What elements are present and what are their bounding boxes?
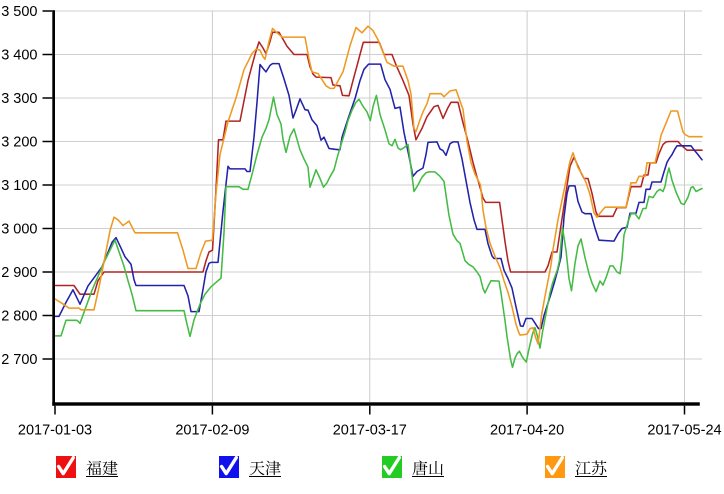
svg-text:2017-04-20: 2017-04-20 bbox=[490, 423, 564, 439]
svg-text:3 300: 3 300 bbox=[1, 91, 37, 107]
svg-text:3 500: 3 500 bbox=[1, 4, 37, 20]
svg-text:2017-05-24: 2017-05-24 bbox=[647, 423, 721, 439]
svg-text:2 800: 2 800 bbox=[1, 309, 37, 325]
svg-text:2017-03-17: 2017-03-17 bbox=[333, 423, 407, 439]
svg-text:2017-02-09: 2017-02-09 bbox=[175, 423, 249, 439]
svg-text:3 100: 3 100 bbox=[1, 178, 37, 194]
svg-text:3 000: 3 000 bbox=[1, 222, 37, 238]
svg-text:2 900: 2 900 bbox=[1, 265, 37, 281]
svg-text:3 400: 3 400 bbox=[1, 48, 37, 64]
svg-text:2 700: 2 700 bbox=[1, 352, 37, 368]
svg-text:3 200: 3 200 bbox=[1, 135, 37, 151]
svg-text:2017-01-03: 2017-01-03 bbox=[18, 423, 92, 439]
